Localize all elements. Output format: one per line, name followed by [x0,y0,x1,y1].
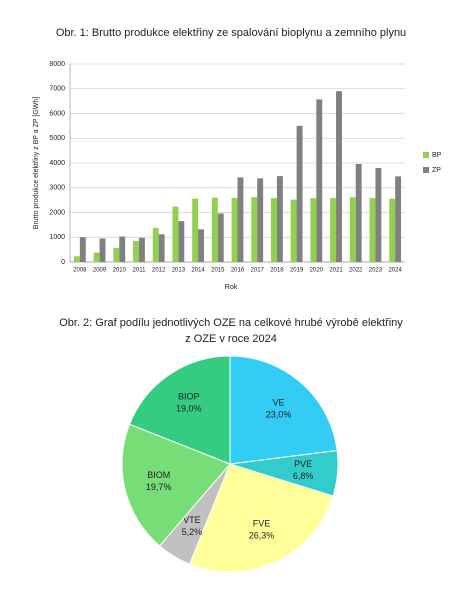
bar [133,240,139,262]
x-tick-label: 2011 [133,268,147,274]
pie-slice [128,355,231,465]
x-tick-label: 2010 [113,268,127,274]
bar [198,229,204,262]
pie-slice [188,463,334,573]
legend-swatch [423,167,429,173]
slice-value-label: 23,0% [266,409,292,419]
bar [336,91,342,262]
bar [369,198,376,262]
bar [192,198,199,262]
bar [330,198,337,262]
slice-label: PVE [294,459,312,469]
bar [237,177,244,262]
bar [276,176,283,262]
bar [395,176,402,262]
x-tick-label: 2017 [251,268,265,274]
pie-slice [121,423,231,547]
x-axis-label: Rok [225,284,238,291]
x-tick-label: 2024 [388,268,402,274]
bar [251,197,258,262]
y-tick-label: 5000 [49,135,65,142]
x-tick-label: 2014 [191,268,205,274]
x-tick-label: 2023 [369,268,383,274]
bar [389,198,396,262]
bar [93,252,100,262]
bar [296,125,303,262]
bar [152,227,159,262]
bar [99,238,106,262]
bar [355,163,362,262]
bar [316,99,323,262]
legend-label: BP [432,152,442,159]
bar [138,237,145,262]
chart-title: z OZE v roce 2024 [185,333,277,345]
y-tick-label: 2000 [49,209,65,216]
y-axis-label: Brutto produkce elektřiny z BP a ZP [GWh… [33,97,40,229]
x-tick-label: 2020 [310,268,324,274]
y-tick-label: 4000 [49,160,65,167]
x-tick-label: 2022 [349,268,363,274]
bar [217,213,224,262]
chart-title: Obr. 2: Graf podílu jednotlivých OZE na … [59,317,403,329]
x-tick-label: 2009 [93,268,107,274]
bar [257,178,264,262]
x-tick-label: 2016 [231,268,245,274]
x-tick-label: 2019 [290,268,304,274]
bar [79,237,86,262]
legend-swatch [423,152,429,158]
x-tick-label: 2018 [270,268,284,274]
bar [73,256,80,262]
slice-value-label: 26,3% [249,531,275,541]
legend-label: ZP [432,167,441,174]
slice-label: VTE [183,515,201,525]
x-tick-label: 2013 [172,268,186,274]
slice-value-label: 19,7% [146,482,172,492]
x-tick-label: 2015 [211,268,225,274]
bar [119,236,126,262]
bar [178,221,185,262]
slice-label: FVE [253,519,271,529]
slice-value-label: 19,0% [176,404,202,414]
y-tick-label: 0 [61,259,65,266]
slice-value-label: 5,2% [182,527,203,537]
x-tick-label: 2021 [329,268,343,274]
bar [158,234,165,262]
slice-value-label: 6,8% [293,471,314,481]
bar [349,197,356,262]
bar [231,197,238,262]
slice-label: BIOM [147,470,170,480]
chart-title: Obr. 1: Brutto produkce elektřiny ze spa… [56,27,406,39]
y-tick-label: 7000 [49,86,65,93]
y-tick-label: 1000 [49,234,65,241]
bar [310,198,317,262]
bar [211,197,218,262]
bar [271,198,277,262]
y-tick-label: 3000 [49,185,65,192]
bar [172,206,179,262]
x-tick-label: 2008 [73,268,87,274]
bar [113,247,120,262]
y-tick-label: 6000 [49,110,65,117]
bar [290,199,297,262]
slice-label: BIOP [178,392,200,402]
bar [375,167,382,262]
y-tick-label: 8000 [49,61,65,68]
slice-label: VE [273,397,285,407]
x-tick-label: 2012 [152,268,166,274]
pie-slice [229,355,338,465]
